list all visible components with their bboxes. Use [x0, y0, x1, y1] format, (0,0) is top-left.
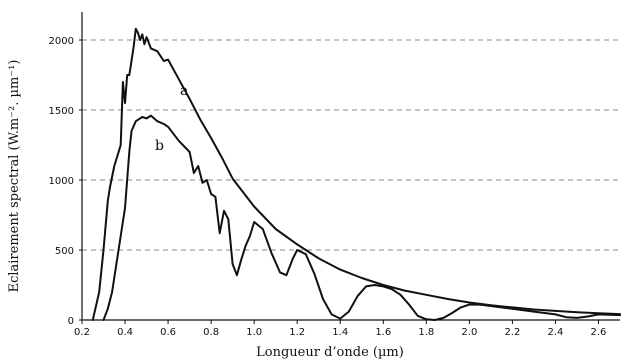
x-tick-label: 2.2	[504, 327, 520, 338]
x-tick-label: 0.6	[160, 327, 176, 338]
series-line-a	[91, 27, 621, 321]
x-tick-label: 2.4	[547, 327, 563, 338]
x-tick-label: 2.6	[591, 327, 607, 338]
tick-labels: 0 500 1000 1500 2000 0.2 0.4 0.6 0.8 1.0 1.2 1.4 1.6…	[49, 36, 607, 338]
series-line-b	[102, 114, 621, 321]
x-tick-label: 0.8	[203, 327, 219, 338]
x-axis-title: Longueur d’onde (µm)	[256, 345, 404, 360]
series-layer	[91, 27, 621, 321]
x-tick-label: 1.4	[332, 327, 348, 338]
x-tick-label: 2.0	[461, 327, 477, 338]
y-tick-label: 500	[55, 246, 74, 257]
series-label-a: a	[180, 83, 188, 99]
y-tick-label: 1000	[49, 176, 74, 187]
x-tick-label: 1.6	[375, 327, 391, 338]
y-tick-label: 2000	[49, 36, 74, 47]
x-tick-label: 0.2	[74, 327, 90, 338]
x-tick-label: 1.2	[289, 327, 305, 338]
y-axis-title: Eclairement spectral (W.m⁻². µm⁻¹)	[7, 60, 22, 293]
x-tick-label: 0.4	[117, 327, 133, 338]
y-tick-label: 1500	[49, 106, 74, 117]
x-tick-label: 1.0	[246, 327, 262, 338]
x-tick-label: 1.8	[418, 327, 434, 338]
series-label-b: b	[155, 138, 164, 154]
y-tick-label: 0	[68, 316, 74, 327]
